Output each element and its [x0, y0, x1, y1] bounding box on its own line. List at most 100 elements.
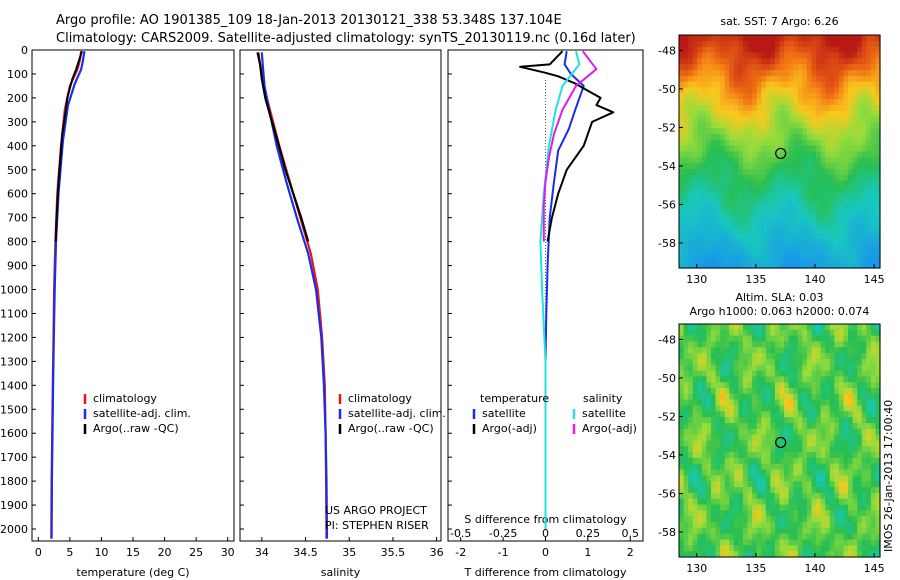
- sla-map-cell: [688, 329, 694, 337]
- sla-map-cell: [852, 469, 858, 477]
- sst-map-cell: [761, 139, 767, 147]
- sla-map-cell: [852, 329, 858, 337]
- sla-map-cell: [875, 382, 881, 389]
- sst-map-cell: [742, 99, 749, 106]
- sst-map-cell: [761, 151, 767, 158]
- sst-map-cell: [720, 163, 726, 170]
- sla-map-cell: [866, 440, 872, 447]
- sla-map-cell: [701, 545, 708, 552]
- sla-map-cell: [825, 364, 831, 372]
- sst-map-cell: [779, 104, 785, 112]
- sla-map-cell: [861, 469, 867, 477]
- sst-map-cell: [797, 168, 803, 176]
- sst-map-cell: [779, 58, 785, 65]
- sla-map-cell: [724, 411, 730, 418]
- sla-map-cell: [784, 492, 790, 500]
- sla-map-cell: [774, 457, 781, 465]
- sla-map-cell: [729, 417, 735, 424]
- sst-map-cell: [752, 64, 758, 71]
- sst-map-cell: [843, 151, 849, 158]
- sst-map-cell: [806, 64, 813, 71]
- sst-map-cell: [679, 104, 685, 112]
- sst-map-cell: [765, 69, 771, 77]
- sla-map-cell: [688, 428, 694, 436]
- sst-map-cell: [747, 186, 753, 193]
- sst-map-cell: [720, 64, 726, 71]
- sla-map-cell: [765, 329, 771, 337]
- sla-map-cell: [870, 324, 877, 331]
- sla-map-cell: [752, 423, 758, 430]
- sla-map-cell: [697, 423, 703, 430]
- sst-map-cell: [679, 233, 685, 240]
- sst-map-cell: [724, 40, 730, 48]
- sst-map-cell: [761, 186, 767, 193]
- sla-map-cell: [770, 481, 776, 488]
- sst-map-cell: [683, 250, 689, 257]
- sla-map-cell: [838, 364, 845, 372]
- sst-map-cell: [825, 110, 831, 118]
- sal-legend-label: climatology: [348, 392, 412, 405]
- sst-map-cell: [710, 69, 717, 77]
- sla-map-cell: [733, 481, 739, 488]
- sla-map-cell: [843, 527, 849, 535]
- sst-map-cell: [679, 128, 685, 135]
- sst-map-cell: [724, 134, 730, 141]
- sst-map-cell: [797, 198, 803, 205]
- sst-map-x-tick-label: 135: [745, 273, 766, 286]
- sst-map-cell: [797, 75, 803, 83]
- sla-map-cell: [797, 417, 803, 424]
- sla-map-cell: [820, 516, 826, 523]
- sst-map-cell: [752, 87, 758, 94]
- sst-map-cell: [710, 215, 717, 222]
- sla-map-cell: [870, 527, 877, 535]
- sst-map-cell: [742, 227, 749, 234]
- sla-map-y-tick-label: -56: [658, 487, 676, 500]
- sst-map-cell: [774, 87, 781, 94]
- sla-map-cell: [688, 335, 694, 343]
- sla-map-cell: [843, 417, 849, 424]
- sst-map-cell: [816, 151, 822, 158]
- sst-map-cell: [729, 262, 735, 269]
- sst-map-cell: [720, 145, 726, 153]
- sla-map-cell: [797, 527, 803, 535]
- sst-map-cell: [770, 139, 776, 147]
- sst-map-cell: [765, 139, 771, 147]
- sst-map-cell: [770, 104, 776, 112]
- sla-map-cell: [724, 399, 730, 407]
- sst-map-cell: [710, 134, 717, 141]
- sla-map-cell: [692, 527, 698, 535]
- sla-map-cell: [843, 487, 849, 494]
- sla-map-cell: [756, 376, 762, 383]
- sla-map-cell: [729, 440, 735, 447]
- sla-map-cell: [788, 527, 794, 535]
- sla-map-cell: [747, 475, 753, 482]
- sst-map-cell: [701, 168, 708, 176]
- sst-map-cell: [706, 256, 712, 263]
- sla-map-cell: [848, 475, 854, 482]
- sst-map-cell: [715, 40, 721, 48]
- sst-map-cell: [770, 186, 776, 193]
- sst-map-cell: [747, 93, 753, 100]
- sal-legend-label: Argo(..raw -QC): [348, 422, 434, 435]
- sla-map-cell: [774, 428, 781, 436]
- sla-map-cell: [834, 481, 840, 488]
- sla-map-cell: [788, 551, 794, 558]
- sla-map-cell: [866, 516, 872, 523]
- sla-map-cell: [697, 353, 703, 360]
- sst-map-cell: [820, 145, 826, 153]
- sst-map-cell: [829, 110, 835, 118]
- sla-map-cell: [710, 527, 717, 535]
- sst-map-cell: [720, 69, 726, 77]
- sla-map-cell: [797, 393, 803, 401]
- sst-map-cell: [688, 64, 694, 71]
- sla-map-cell: [683, 522, 689, 529]
- sst-map-cell: [692, 99, 698, 106]
- sla-map-cell: [742, 370, 749, 378]
- sal-legend-label: satellite-adj. clim.: [348, 407, 446, 420]
- sst-map-cell: [866, 64, 872, 71]
- sst-map-cell: [729, 116, 735, 123]
- sst-map-cell: [820, 64, 826, 71]
- sst-map-cell: [756, 203, 762, 211]
- sst-map-cell: [729, 174, 735, 182]
- sla-map-cell: [715, 405, 721, 412]
